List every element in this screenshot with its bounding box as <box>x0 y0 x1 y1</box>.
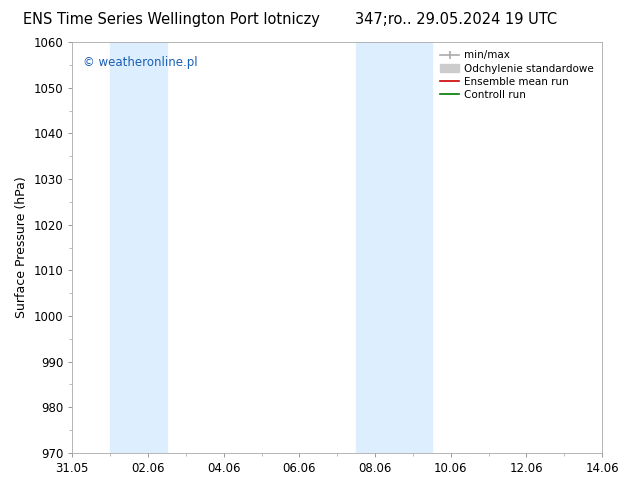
Bar <box>110 42 167 453</box>
Y-axis label: Surface Pressure (hPa): Surface Pressure (hPa) <box>15 176 28 318</box>
Bar <box>356 42 432 453</box>
Text: 347;ro.. 29.05.2024 19 UTC: 347;ro.. 29.05.2024 19 UTC <box>356 12 557 27</box>
Text: ENS Time Series Wellington Port lotniczy: ENS Time Series Wellington Port lotniczy <box>23 12 320 27</box>
Text: © weatheronline.pl: © weatheronline.pl <box>83 56 198 70</box>
Legend: min/max, Odchylenie standardowe, Ensemble mean run, Controll run: min/max, Odchylenie standardowe, Ensembl… <box>437 47 597 103</box>
